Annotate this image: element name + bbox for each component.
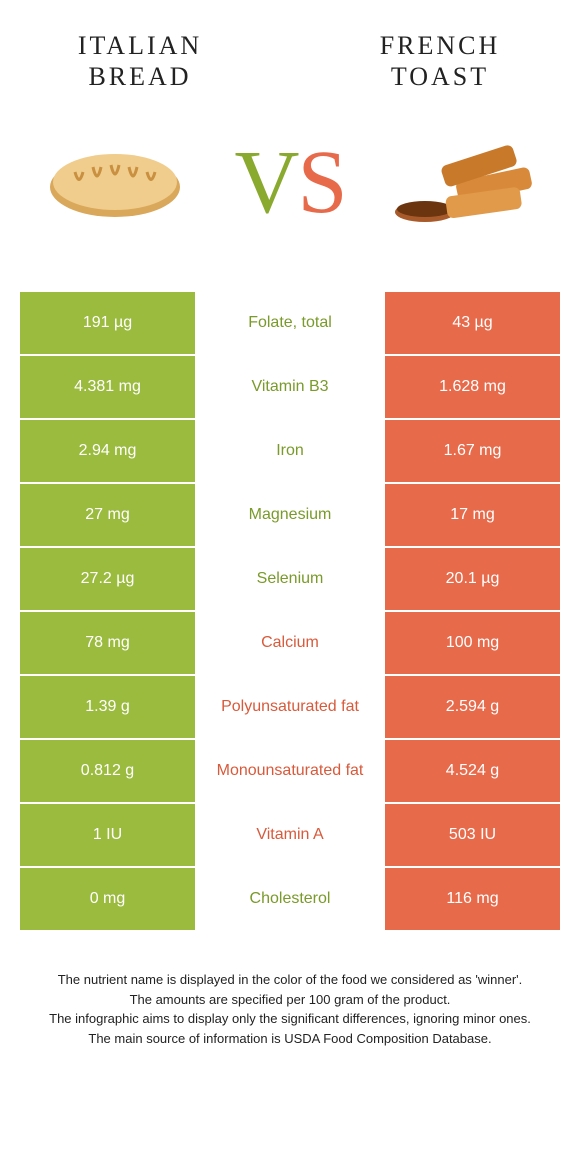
right-value: 20.1 µg — [385, 548, 560, 610]
nutrient-label: Monounsaturated fat — [195, 740, 385, 802]
left-value: 0 mg — [20, 868, 195, 930]
nutrient-label: Folate, total — [195, 292, 385, 354]
vs-s: S — [297, 131, 345, 234]
footnotes: The nutrient name is displayed in the co… — [30, 970, 550, 1048]
left-value: 1.39 g — [20, 676, 195, 738]
right-value: 503 IU — [385, 804, 560, 866]
left-value: 0.812 g — [20, 740, 195, 802]
right-food-title: French toast — [340, 30, 540, 92]
nutrient-label: Cholesterol — [195, 868, 385, 930]
nutrient-label: Polyunsaturated fat — [195, 676, 385, 738]
right-value: 43 µg — [385, 292, 560, 354]
right-value: 1.628 mg — [385, 356, 560, 418]
table-row: 4.381 mgVitamin B31.628 mg — [20, 354, 560, 418]
left-food-title: Italian bread — [40, 30, 240, 92]
table-row: 1.39 gPolyunsaturated fat2.594 g — [20, 674, 560, 738]
comparison-table: 191 µgFolate, total43 µg4.381 mgVitamin … — [20, 292, 560, 930]
table-row: 78 mgCalcium100 mg — [20, 610, 560, 674]
table-row: 2.94 mgIron1.67 mg — [20, 418, 560, 482]
table-row: 1 IUVitamin A503 IU — [20, 802, 560, 866]
left-value: 4.381 mg — [20, 356, 195, 418]
right-value: 116 mg — [385, 868, 560, 930]
nutrient-label: Calcium — [195, 612, 385, 674]
right-food-image — [380, 112, 550, 252]
footnote-line: The main source of information is USDA F… — [30, 1029, 550, 1049]
table-row: 0.812 gMonounsaturated fat4.524 g — [20, 738, 560, 802]
table-row: 191 µgFolate, total43 µg — [20, 292, 560, 354]
right-value: 1.67 mg — [385, 420, 560, 482]
nutrient-label: Selenium — [195, 548, 385, 610]
left-value: 78 mg — [20, 612, 195, 674]
right-value: 2.594 g — [385, 676, 560, 738]
left-food-image — [30, 112, 200, 252]
nutrient-label: Magnesium — [195, 484, 385, 546]
nutrient-label: Vitamin A — [195, 804, 385, 866]
footnote-line: The nutrient name is displayed in the co… — [30, 970, 550, 990]
right-value: 17 mg — [385, 484, 560, 546]
header: Italian bread French toast — [0, 0, 580, 102]
left-value: 191 µg — [20, 292, 195, 354]
vs-label: VS — [234, 131, 345, 234]
left-value: 1 IU — [20, 804, 195, 866]
right-value: 4.524 g — [385, 740, 560, 802]
table-row: 27.2 µgSelenium20.1 µg — [20, 546, 560, 610]
footnote-line: The amounts are specified per 100 gram o… — [30, 990, 550, 1010]
footnote-line: The infographic aims to display only the… — [30, 1009, 550, 1029]
table-row: 27 mgMagnesium17 mg — [20, 482, 560, 546]
left-value: 2.94 mg — [20, 420, 195, 482]
nutrient-label: Iron — [195, 420, 385, 482]
left-value: 27.2 µg — [20, 548, 195, 610]
images-row: VS — [0, 102, 580, 282]
nutrient-label: Vitamin B3 — [195, 356, 385, 418]
vs-v: V — [234, 131, 297, 234]
left-value: 27 mg — [20, 484, 195, 546]
table-row: 0 mgCholesterol116 mg — [20, 866, 560, 930]
right-value: 100 mg — [385, 612, 560, 674]
